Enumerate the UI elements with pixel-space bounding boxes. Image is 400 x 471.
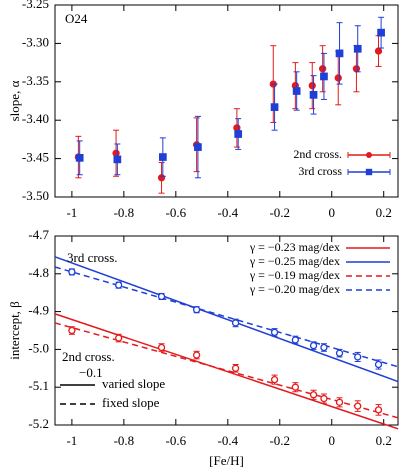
legend-label: γ = −0.25 mag/dex <box>249 254 340 268</box>
point <box>270 103 279 111</box>
y-tick-label: -5.1 <box>28 378 49 393</box>
y-tick-label: -4.7 <box>28 227 49 242</box>
point <box>157 343 166 352</box>
point <box>113 155 122 164</box>
point <box>334 74 342 82</box>
point <box>354 353 362 361</box>
point <box>115 281 123 289</box>
y-tick-label: -3.45 <box>22 150 49 165</box>
point <box>335 398 344 406</box>
plot-frame <box>54 4 399 198</box>
point <box>320 72 328 81</box>
y-tick-label: -3.30 <box>22 34 49 49</box>
point <box>291 336 300 344</box>
point <box>234 130 243 138</box>
fit-line <box>54 313 399 430</box>
point <box>192 306 201 314</box>
y-axis-label: slope, α <box>7 80 22 121</box>
point <box>157 292 166 301</box>
style-legend-label: fixed slope <box>102 395 160 410</box>
point <box>354 402 362 410</box>
x-tick-label: -0.2 <box>269 205 290 220</box>
x-tick-label: -0.4 <box>218 205 239 220</box>
point <box>308 81 316 90</box>
legend-marker <box>366 152 372 158</box>
point <box>320 343 328 352</box>
point <box>270 375 279 384</box>
x-tick-label: -0.4 <box>218 433 239 448</box>
x-tick-label: -0.8 <box>114 205 135 220</box>
legend-label: γ = −0.23 mag/dex <box>249 240 340 254</box>
point <box>377 28 385 37</box>
point <box>115 334 123 342</box>
x-tick-label: 0.2 <box>376 205 392 220</box>
y-tick-label: -4.8 <box>28 265 49 280</box>
annotation: 2nd cross. <box>62 349 115 364</box>
y-tick-label: -3.40 <box>22 111 49 126</box>
point <box>291 383 300 391</box>
fit-line <box>54 256 399 383</box>
point <box>374 47 383 55</box>
point <box>233 124 241 132</box>
y-tick-label: -5.2 <box>28 416 49 431</box>
x-axis-label: [Fe/H] <box>209 453 244 468</box>
point <box>112 149 120 157</box>
point <box>75 153 84 162</box>
x-tick-label: 0 <box>328 205 335 220</box>
annotation: 3rd cross. <box>67 250 118 265</box>
point <box>192 351 201 359</box>
point <box>292 87 301 95</box>
point <box>352 65 361 73</box>
x-tick-label: 0 <box>328 433 335 448</box>
legend-label: 3rd cross <box>298 164 342 178</box>
style-legend-label: varied slope <box>102 376 165 391</box>
point <box>309 341 318 350</box>
point <box>318 65 327 73</box>
point <box>335 349 344 357</box>
x-tick-label: -1 <box>66 433 77 448</box>
point <box>353 44 362 53</box>
panel-label: O24 <box>65 11 88 26</box>
x-tick-label: -0.6 <box>166 205 187 220</box>
y-tick-label: -3.25 <box>22 0 49 11</box>
x-tick-label: -1 <box>66 205 77 220</box>
point <box>231 364 240 372</box>
legend-label: γ = −0.19 mag/dex <box>249 268 340 282</box>
x-tick-label: -0.2 <box>269 433 290 448</box>
annotation: −0.1 <box>79 365 103 380</box>
x-tick-label: -0.8 <box>114 433 135 448</box>
y-axis-label: intercept, β <box>7 301 22 360</box>
point <box>68 268 76 276</box>
legend-marker <box>365 168 373 176</box>
point <box>68 326 76 335</box>
point <box>231 319 240 327</box>
point <box>335 49 344 58</box>
y-tick-label: -3.35 <box>22 73 49 88</box>
point <box>374 360 383 369</box>
point <box>157 174 166 182</box>
y-tick-label: -4.9 <box>28 303 49 318</box>
point <box>194 143 202 151</box>
point <box>309 391 318 399</box>
y-tick-label: -3.50 <box>22 188 49 203</box>
point <box>320 394 328 403</box>
plot-frame <box>54 235 399 426</box>
point <box>374 406 383 414</box>
x-tick-label: 0.2 <box>376 433 392 448</box>
y-tick-label: -5.0 <box>28 340 49 355</box>
legend-label: γ = −0.20 mag/dex <box>249 282 340 296</box>
point <box>270 328 279 337</box>
point <box>158 153 167 161</box>
point <box>309 91 318 99</box>
x-tick-label: -0.6 <box>166 433 187 448</box>
legend-label: 2nd cross. <box>293 147 342 161</box>
